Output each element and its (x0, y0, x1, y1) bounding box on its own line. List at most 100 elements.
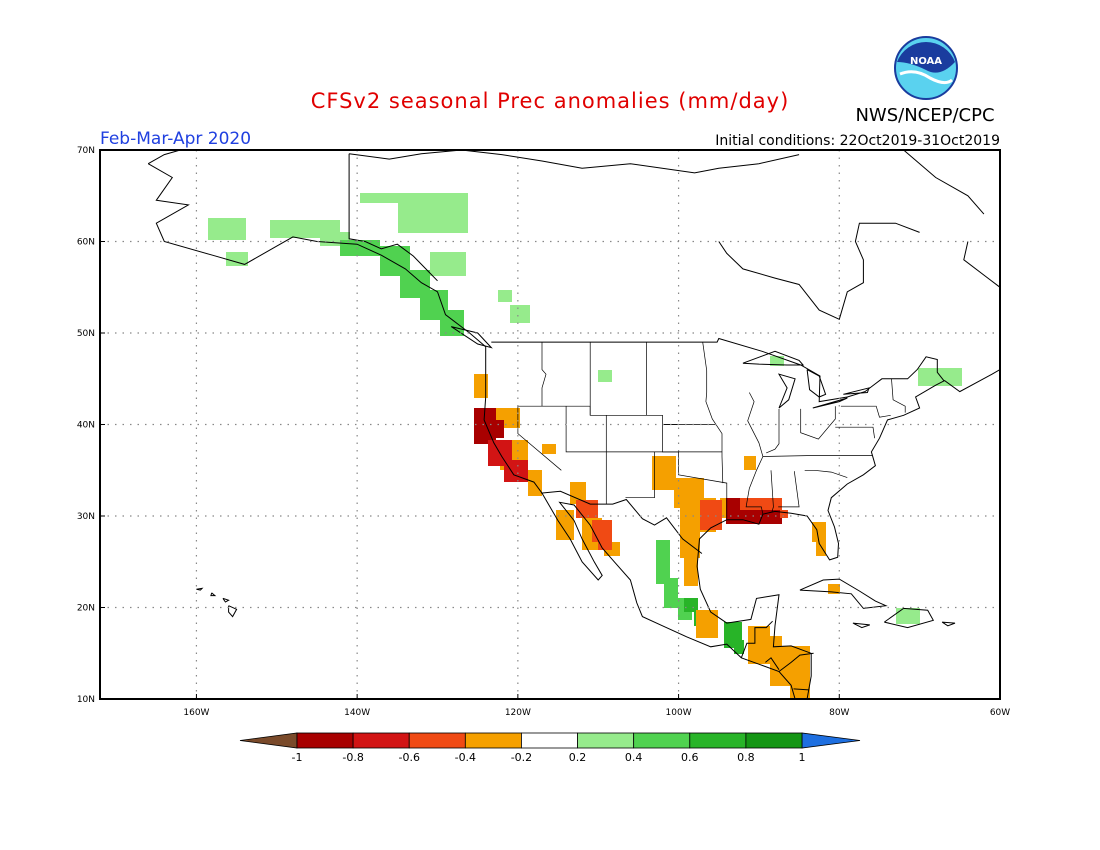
state-border (745, 392, 764, 515)
noaa-logo: NOAA (894, 36, 958, 100)
anomaly-cell (474, 374, 488, 398)
colorbar-label: -0.8 (342, 751, 363, 764)
anomaly-cell (430, 252, 466, 276)
coastline-segment (228, 605, 238, 618)
anomaly-cell (896, 608, 920, 624)
coastline-segment (740, 620, 773, 658)
colorbar-label: 0.4 (625, 751, 643, 764)
coastline-segment (222, 597, 230, 603)
coastline-segment (196, 587, 204, 591)
anomaly-cell (490, 420, 504, 438)
colorbar-label: -1 (292, 751, 303, 764)
coastline-segment (718, 222, 920, 320)
anomaly-cell (570, 482, 586, 504)
longitude-label: 140W (344, 708, 370, 718)
lat-lon-grid (100, 150, 1000, 699)
coastline-segment (812, 397, 848, 409)
state-border (541, 342, 547, 407)
anomaly-cell (828, 584, 840, 594)
anomaly-cell (744, 456, 756, 470)
coastline-segment (491, 337, 945, 403)
colorbar-label: 0.2 (569, 751, 587, 764)
anomaly-cell (684, 598, 698, 612)
anomaly-cell (542, 444, 556, 454)
noaa-logo-sky (897, 41, 955, 73)
anomaly-cell (748, 626, 770, 664)
anomaly-cell (592, 520, 612, 542)
anomaly-cell (696, 610, 718, 638)
longitude-label: 100W (666, 708, 692, 718)
coastline-segment (884, 607, 935, 629)
agency-label: NWS/NCEP/CPC (855, 105, 994, 126)
colorbar-label: -0.2 (511, 751, 532, 764)
noaa-logo-text: NOAA (910, 56, 942, 67)
colorbar-bin (633, 732, 691, 749)
coastline-segment (348, 153, 438, 282)
anomaly-cell (226, 252, 248, 266)
state-border (766, 408, 780, 454)
coastline-segment (903, 150, 985, 215)
coastline-segment (941, 621, 956, 627)
colorbar-label: 0.8 (737, 751, 755, 764)
coastline-segment (450, 326, 493, 349)
latitude-label: 20N (77, 604, 95, 614)
state-border (517, 405, 717, 425)
anomaly-cell (208, 218, 246, 240)
coastline-segment (852, 622, 870, 629)
coastline-segment (210, 592, 217, 597)
anomaly-cell (504, 460, 528, 482)
precipitation-anomaly-map: 10N 20N 30N 40N 50N 60N 70N 160W 140W 120W 100W 80… (77, 146, 1060, 718)
anomaly-cell (398, 193, 468, 233)
anomaly-cell (360, 193, 400, 203)
anomaly-cell (652, 456, 676, 490)
state-border (770, 470, 774, 513)
anomaly-cells (208, 193, 962, 699)
coastline-segment (696, 369, 1000, 699)
colorbar: -1 -0.8 -0.6 -0.4 -0.2 0.2 0.4 0.6 0.8 1 (239, 732, 861, 764)
anomaly-cell (770, 356, 784, 366)
coastlines (147, 150, 1060, 699)
colorbar-label: -0.4 (455, 751, 476, 764)
colorbar-below-arrow (239, 732, 298, 749)
state-border (840, 405, 891, 418)
colorbar-label: 1 (799, 751, 806, 764)
longitude-label: 120W (505, 708, 531, 718)
latitude-labels: 10N 20N 30N 40N 50N 60N 70N (77, 146, 105, 705)
anomaly-cell (556, 510, 574, 540)
initial-conditions: Initial conditions: 22Oct2019-31Oct2019 (715, 133, 1000, 149)
state-border (804, 469, 848, 478)
colorbar-bin (352, 732, 410, 749)
latitude-label: 40N (77, 421, 95, 431)
coastline-segment (1005, 318, 1060, 361)
colorbar-bin (408, 732, 466, 749)
anomaly-cell (510, 305, 530, 323)
forecast-period: Feb-Mar-Apr 2020 (100, 129, 251, 149)
coastline-segment (147, 150, 183, 165)
coastline-segment (793, 688, 809, 691)
state-border (625, 451, 655, 499)
anomaly-cell (780, 510, 788, 518)
longitude-label: 80W (829, 708, 849, 718)
coastline-segment (777, 373, 796, 409)
anomaly-cell (598, 370, 612, 382)
coastline-segment (778, 652, 814, 672)
coastline-segment (799, 578, 888, 609)
noaa-logo-bird (899, 70, 953, 85)
state-border (517, 406, 562, 471)
anomaly-cell (664, 578, 678, 608)
anomaly-cell (440, 310, 464, 336)
anomaly-cell (790, 664, 810, 699)
colorbar-bin (745, 732, 803, 749)
latitude-label: 50N (77, 329, 95, 339)
colorbar-bin (521, 732, 578, 749)
coastline-segment (541, 490, 703, 554)
state-border (565, 406, 722, 453)
anomaly-cell (498, 290, 512, 302)
longitude-labels: 160W 140W 120W 100W 80W 60W (183, 694, 1010, 718)
state-border (835, 426, 875, 439)
latitude-label: 10N (77, 695, 95, 705)
map-title: CFSv2 seasonal Prec anomalies (mm/day) (311, 89, 790, 113)
colorbar-label: 0.6 (681, 751, 699, 764)
longitude-label: 60W (990, 708, 1010, 718)
anomaly-cell (340, 240, 380, 256)
